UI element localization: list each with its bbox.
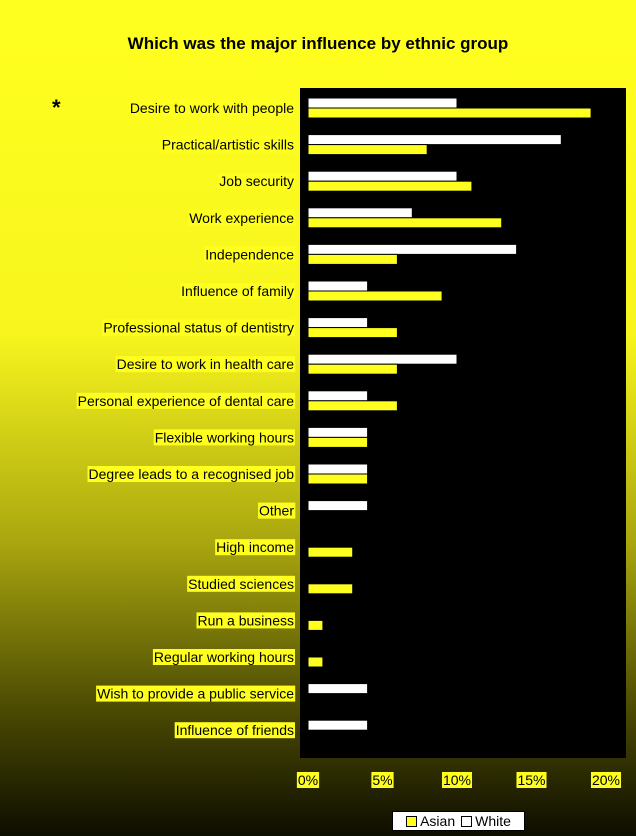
x-tick-label: 15% xyxy=(516,772,547,788)
bar-asian-flexible-working-hours xyxy=(307,436,369,448)
legend-label-white: White xyxy=(475,813,511,829)
bar-white-other xyxy=(307,500,369,512)
bar-asian-run-a-business xyxy=(307,619,324,631)
x-tick-label: 5% xyxy=(371,772,394,788)
svg-text:Job security: Job security xyxy=(219,173,294,189)
bar-white-influence-of-family xyxy=(307,280,369,292)
bar-asian-practical-artistic-skills xyxy=(307,144,428,156)
category-label-other: Other xyxy=(257,502,296,519)
bar-asian-work-experience xyxy=(307,217,503,229)
bar-asian-professional-status-of-dentistry xyxy=(307,327,398,339)
svg-text:Wish to provide a public servi: Wish to provide a public service xyxy=(97,686,294,702)
significance-marker: * xyxy=(52,95,61,120)
legend-item-asian: Asian xyxy=(406,813,455,829)
svg-text:Professional status of dentist: Professional status of dentistry xyxy=(103,320,294,336)
category-label-wish-to-provide-a-public-service: Wish to provide a public service xyxy=(96,685,296,702)
svg-text:20%: 20% xyxy=(592,772,620,788)
category-label-personal-experience-of-dental-care: Personal experience of dental care xyxy=(76,392,296,409)
svg-text:10%: 10% xyxy=(443,772,471,788)
bar-asian-regular-working-hours xyxy=(307,656,324,668)
category-label-work-experience: Work experience xyxy=(188,209,296,226)
svg-text:Degree leads to a recognised j: Degree leads to a recognised job xyxy=(89,466,295,482)
bar-white-desire-to-work-in-health-care xyxy=(307,353,458,365)
svg-text:Influence of family: Influence of family xyxy=(181,283,294,299)
bar-asian-degree-leads-to-a-recognised-job xyxy=(307,473,369,485)
category-label-professional-status-of-dentistry: Professional status of dentistry xyxy=(102,319,295,336)
svg-text:Run a business: Run a business xyxy=(197,612,294,628)
bar-white-practical-artistic-skills xyxy=(307,134,562,146)
bar-asian-personal-experience-of-dental-care xyxy=(307,400,398,412)
chart-title: Which was the major influence by ethnic … xyxy=(127,34,509,53)
bar-white-desire-to-work-with-people xyxy=(307,97,458,109)
legend-item-white: White xyxy=(461,813,511,829)
svg-text:Personal experience of dental: Personal experience of dental care xyxy=(78,393,295,409)
bar-asian-independence xyxy=(307,253,398,265)
bar-white-degree-leads-to-a-recognised-job xyxy=(307,463,369,475)
bar-asian-studied-sciences xyxy=(307,583,354,595)
category-label-job-security: Job security xyxy=(218,173,295,190)
bar-white-work-experience xyxy=(307,207,413,219)
plot-area xyxy=(300,88,626,758)
legend-swatch-white xyxy=(461,815,473,827)
bar-asian-high-income xyxy=(307,546,354,558)
x-tick-label: 20% xyxy=(590,772,622,788)
svg-text:Work experience: Work experience xyxy=(189,210,294,226)
svg-text:Regular working hours: Regular working hours xyxy=(154,649,294,665)
svg-text:Flexible working hours: Flexible working hours xyxy=(155,429,294,445)
category-label-degree-leads-to-a-recognised-job: Degree leads to a recognised job xyxy=(87,466,296,482)
legend-swatch-asian xyxy=(406,815,418,827)
svg-text:Studied sciences: Studied sciences xyxy=(188,576,294,592)
bar-asian-desire-to-work-in-health-care xyxy=(307,363,398,375)
category-label-independence: Independence xyxy=(204,246,296,263)
svg-text:Independence: Independence xyxy=(205,246,294,262)
bar-white-job-security xyxy=(307,170,458,182)
category-label-practical-artistic-skills: Practical/artistic skills xyxy=(160,136,295,153)
legend-label-asian: Asian xyxy=(420,813,456,829)
bar-white-wish-to-provide-a-public-service xyxy=(307,683,369,695)
category-label-desire-to-work-with-people: Desire to work with people xyxy=(128,100,296,116)
svg-text:Influence of friends: Influence of friends xyxy=(176,722,294,738)
bar-asian-influence-of-family xyxy=(307,290,443,302)
svg-text:15%: 15% xyxy=(517,772,545,788)
bar-white-flexible-working-hours xyxy=(307,426,369,438)
category-label-regular-working-hours: Regular working hours xyxy=(152,649,295,665)
category-label-flexible-working-hours: Flexible working hours xyxy=(153,429,295,446)
bar-asian-job-security xyxy=(307,180,473,192)
svg-text:Desire to work in health care: Desire to work in health care xyxy=(117,356,295,372)
x-tick-label: 0% xyxy=(296,772,320,788)
legend: Asian White xyxy=(392,811,525,831)
bar-white-personal-experience-of-dental-care xyxy=(307,390,369,402)
bar-white-influence-of-friends xyxy=(307,719,369,731)
svg-text:Practical/artistic skills: Practical/artistic skills xyxy=(162,137,294,153)
category-label-desire-to-work-in-health-care: Desire to work in health care xyxy=(115,356,296,373)
bar-asian-desire-to-work-with-people xyxy=(307,107,592,119)
svg-text:5%: 5% xyxy=(372,772,392,788)
svg-text:Desire to work with people: Desire to work with people xyxy=(130,100,294,116)
category-label-influence-of-family: Influence of family xyxy=(180,283,295,299)
bar-white-independence xyxy=(307,243,518,255)
category-label-studied-sciences: Studied sciences xyxy=(187,575,295,592)
category-label-run-a-business: Run a business xyxy=(196,612,295,629)
x-tick-label: 10% xyxy=(441,772,473,788)
svg-text:Other: Other xyxy=(259,503,294,519)
category-label-high-income: High income xyxy=(215,539,296,556)
bar-white-professional-status-of-dentistry xyxy=(307,317,369,329)
category-label-influence-of-friends: Influence of friends xyxy=(174,722,295,739)
svg-text:High income: High income xyxy=(216,539,294,555)
svg-text:0%: 0% xyxy=(298,772,318,788)
